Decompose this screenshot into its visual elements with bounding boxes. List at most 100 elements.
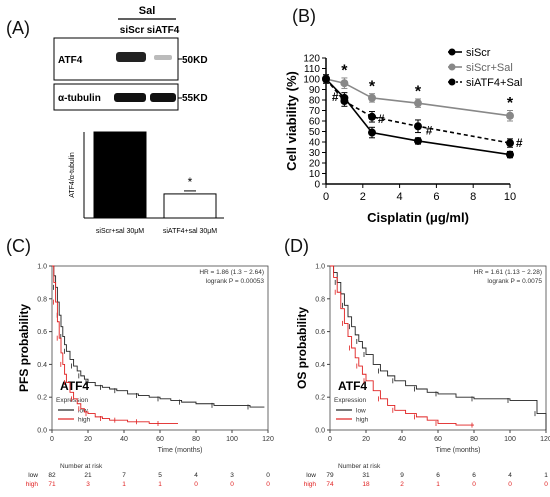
y-tick-label: 40 xyxy=(309,138,321,149)
os-km-curve-high xyxy=(330,265,474,426)
risk-count: 18 xyxy=(362,481,370,488)
risk-count: 79 xyxy=(326,472,334,479)
data-point xyxy=(506,139,514,148)
risk-count: 1 xyxy=(544,472,548,479)
y-tick-label: 110 xyxy=(304,64,320,75)
viability-y-axis-label: Cell viability (%) xyxy=(284,71,299,171)
x-tick-label: 40 xyxy=(398,436,406,443)
pfs-risk-table-title: Number at risk xyxy=(60,463,103,470)
y-tick-label: 1.0 xyxy=(315,264,325,271)
x-tick-label: 8 xyxy=(470,191,476,203)
risk-row-name: high xyxy=(304,481,317,488)
risk-count: 0 xyxy=(508,481,512,488)
risk-count: 4 xyxy=(194,472,198,479)
significance-star: * xyxy=(341,63,348,80)
os-legend-title: Expression xyxy=(334,397,367,404)
y-tick-label: 20 xyxy=(309,159,321,170)
data-point xyxy=(506,150,514,159)
legend-label: low xyxy=(78,408,88,415)
pfs-legend-title: Expression xyxy=(56,397,89,404)
risk-count: 3 xyxy=(86,481,90,488)
y-tick-label: 0.6 xyxy=(315,329,325,336)
panel-label-b: (B) xyxy=(292,6,316,26)
y-tick-label: 0.8 xyxy=(37,296,47,303)
data-point xyxy=(414,99,422,108)
legend-label: low xyxy=(356,408,366,415)
tubulin-row-label: α-tubulin xyxy=(58,93,101,104)
data-point xyxy=(414,136,422,145)
risk-row-name: low xyxy=(306,472,316,479)
x-tick-label: 0 xyxy=(50,436,54,443)
significance-hash: # xyxy=(332,90,339,104)
x-tick-label: 40 xyxy=(120,436,128,443)
y-tick-label: 0.4 xyxy=(315,362,325,369)
risk-count: 0 xyxy=(266,472,270,479)
legend-label: siScr xyxy=(466,47,491,59)
y-tick-label: 30 xyxy=(309,148,321,159)
tubulin-band-siscr xyxy=(114,93,146,102)
legend-marker xyxy=(448,63,456,71)
risk-count: 6 xyxy=(436,472,440,479)
y-tick-label: 60 xyxy=(309,117,321,128)
lane-label-siatf4: siATF4 xyxy=(147,25,180,36)
significance-hash: # xyxy=(516,136,523,150)
risk-count: 2 xyxy=(400,481,404,488)
y-tick-label: 1.0 xyxy=(37,264,47,271)
y-tick-label: 0.8 xyxy=(315,296,325,303)
legend-label: siScr+Sal xyxy=(466,62,513,74)
pfs-logrank-text: logrank P = 0.00053 xyxy=(206,278,265,285)
risk-count: 71 xyxy=(48,481,56,488)
significance-star: * xyxy=(369,78,376,95)
significance-star: * xyxy=(507,95,514,112)
bar-category-label: siATF4+sal 30μM xyxy=(163,228,217,235)
y-tick-label: 100 xyxy=(303,75,320,86)
legend-label: high xyxy=(356,417,369,424)
risk-count: 74 xyxy=(326,481,334,488)
tubulin-band-siatf4 xyxy=(150,93,176,102)
risk-count: 1 xyxy=(158,481,162,488)
os-risk-table-title: Number at risk xyxy=(338,463,381,470)
significance-hash: # xyxy=(426,123,433,137)
tubulin-size-label: 55KD xyxy=(182,93,208,104)
atf4-bar-chart: ATF4/α-tubulin siScr+sal 30μM siATF4+sal 3… xyxy=(69,131,224,235)
data-point xyxy=(506,111,514,120)
x-tick-label: 6 xyxy=(433,191,439,203)
pfs-km-curve-high xyxy=(52,265,178,424)
y-tick-label: 0.4 xyxy=(37,362,47,369)
atf4-row-label: ATF4 xyxy=(58,55,83,66)
y-tick-label: 0.2 xyxy=(315,395,325,402)
bar-category-label: siScr+sal 30μM xyxy=(96,228,144,235)
x-tick-label: 20 xyxy=(84,436,92,443)
significance-star: * xyxy=(415,84,422,101)
western-blot: Sal siScr siATF4 ATF4 50KD α-tubulin 55K… xyxy=(53,5,208,111)
lane-label-siscr: siScr xyxy=(120,25,145,36)
blot-treatment-label: Sal xyxy=(139,5,156,17)
pfs-y-axis-label: PFS probability xyxy=(17,304,31,392)
risk-count: 3 xyxy=(230,472,234,479)
x-tick-label: 0 xyxy=(323,191,329,203)
x-tick-label: 80 xyxy=(192,436,200,443)
x-tick-label: 100 xyxy=(504,436,516,443)
y-tick-label: 0.0 xyxy=(315,428,325,435)
risk-count: 0 xyxy=(472,481,476,488)
risk-count: 21 xyxy=(84,472,92,479)
legend-marker xyxy=(448,48,456,56)
atf4-band-siatf4 xyxy=(154,55,172,60)
viability-x-axis-label: Cisplatin (μg/ml) xyxy=(367,210,469,225)
x-tick-label: 10 xyxy=(504,191,516,203)
legend-marker xyxy=(448,78,456,86)
panel-label-a: (A) xyxy=(6,18,30,38)
bar-0 xyxy=(93,131,147,219)
y-tick-label: 0.2 xyxy=(37,395,47,402)
panel-label-c: (C) xyxy=(6,236,31,256)
risk-count: 0 xyxy=(544,481,548,488)
data-point xyxy=(414,122,422,131)
x-tick-label: 2 xyxy=(360,191,366,203)
atf4-band-siscr xyxy=(116,52,146,62)
risk-count: 0 xyxy=(230,481,234,488)
legend-label: high xyxy=(78,417,91,424)
risk-count: 7 xyxy=(122,472,126,479)
